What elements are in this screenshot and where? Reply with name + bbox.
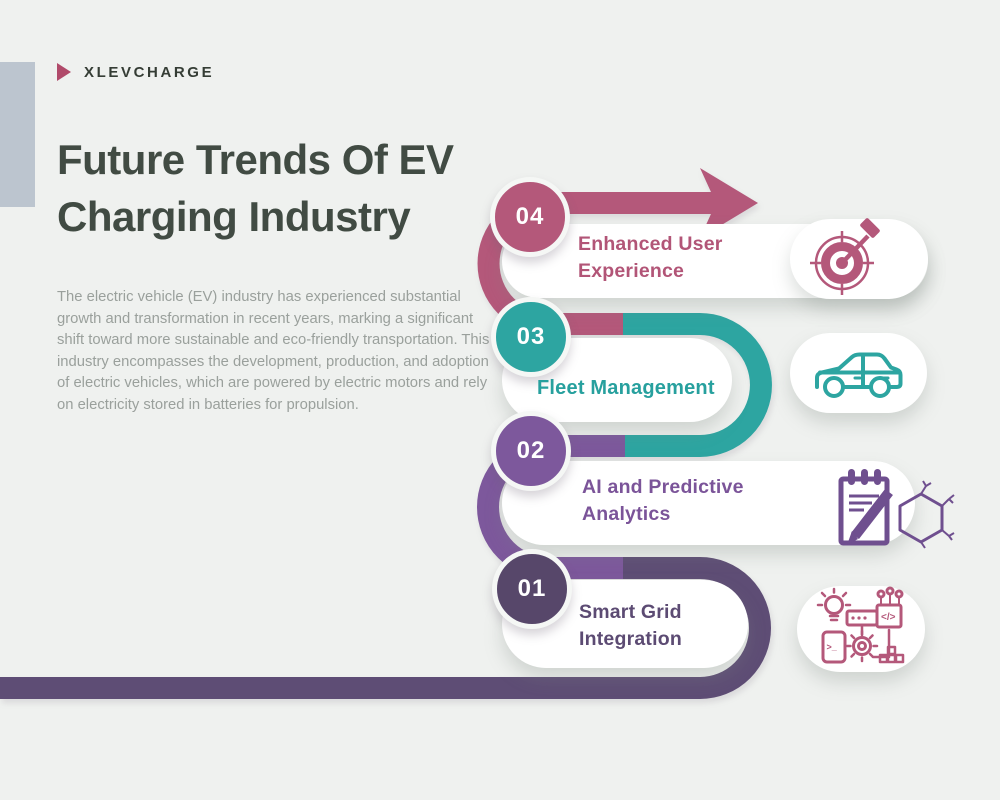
title-line-1: Future Trends Of EV xyxy=(57,136,454,183)
brand-name: XLEVCHARGE xyxy=(84,63,215,81)
step-number-03: 03 xyxy=(516,323,546,350)
step-card-02 xyxy=(502,461,915,545)
brand-logo: XLEVCHARGE xyxy=(57,63,214,81)
brand-arrow-icon xyxy=(57,63,71,81)
step-label-02: AI and Predictive Analytics xyxy=(582,474,744,528)
left-accent-bar xyxy=(0,62,35,207)
car-icon xyxy=(815,352,903,398)
smart-grid-icon: </> >_ xyxy=(816,586,905,664)
notepad-pencil-ai-icon xyxy=(838,469,955,549)
intro-paragraph: The electric vehicle (EV) industry has e… xyxy=(57,289,490,413)
step-label-03: Fleet Management xyxy=(537,375,715,402)
step-label-02-line2: Analytics xyxy=(582,503,671,525)
step-label-04: Enhanced User Experience xyxy=(578,231,723,285)
arrow-head xyxy=(700,168,758,238)
step-label-04-line1: Enhanced User xyxy=(578,233,723,255)
svg-text:>_: >_ xyxy=(827,642,838,652)
step-number-04: 04 xyxy=(515,203,545,230)
step-label-04-line2: Experience xyxy=(578,260,685,282)
page-title: Future Trends Of EV Charging Industry xyxy=(57,131,454,245)
step-label-02-line1: AI and Predictive xyxy=(582,476,744,498)
path-segment-01 xyxy=(0,557,771,699)
step-label-01: Smart Grid Integration xyxy=(579,599,682,653)
step-circle-04: 04 xyxy=(490,177,570,257)
step-number-01: 01 xyxy=(517,575,547,602)
path-segment-03 xyxy=(623,313,772,457)
title-line-2: Charging Industry xyxy=(57,193,411,240)
step-label-01-line2: Integration xyxy=(579,628,682,650)
step-label-03-line1: Fleet Management xyxy=(537,377,715,399)
step-circle-02: 02 xyxy=(491,411,571,491)
step-number-02: 02 xyxy=(516,437,546,464)
step-circle-01: 01 xyxy=(492,549,572,629)
target-dart-icon xyxy=(810,218,880,295)
step-circle-03: 03 xyxy=(491,297,571,377)
svg-text:</>: </> xyxy=(881,612,896,623)
step-label-01-line1: Smart Grid xyxy=(579,601,682,623)
